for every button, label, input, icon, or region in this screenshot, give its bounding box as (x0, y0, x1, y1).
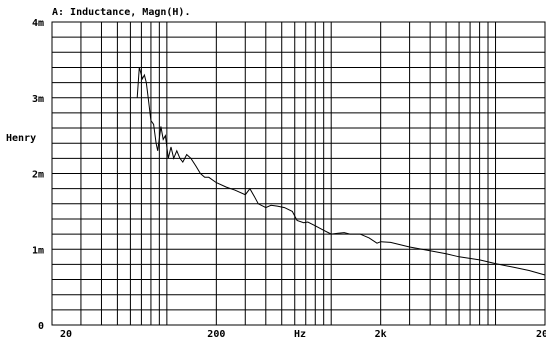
x-tick-label: 20k (536, 329, 546, 340)
x-tick-label: 2k (375, 329, 387, 340)
y-tick-label: 3m (32, 94, 44, 105)
y-tick-label: 1m (32, 245, 44, 256)
y-tick-label: 4m (32, 18, 44, 29)
grid (51, 22, 546, 325)
x-tick-label: 200 (207, 329, 225, 340)
chart-title: A: Inductance, Magn(H). (52, 7, 190, 18)
y-tick-labels: 0 1m 2m 3m 4m (32, 18, 44, 332)
plot-frame (51, 21, 546, 326)
x-axis-label: Hz (294, 329, 306, 340)
series-line (136, 67, 546, 276)
y-tick-label: 2m (32, 170, 44, 181)
x-tick-labels: 20 200 2k 20k (60, 329, 546, 340)
y-axis-label: Henry (6, 133, 36, 144)
y-tick-label: 0 (38, 321, 44, 332)
x-tick-label: 20 (60, 329, 72, 340)
